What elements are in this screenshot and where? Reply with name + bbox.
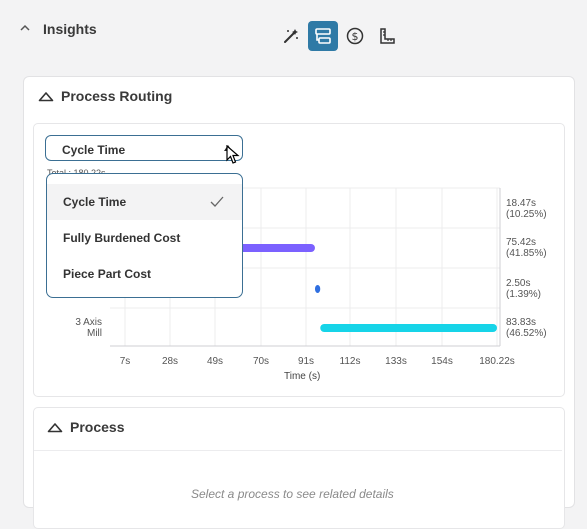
x-tick-label: 7s (120, 356, 131, 367)
option-label: Cycle Time (63, 195, 127, 209)
svg-text:$: $ (352, 30, 359, 43)
option-cycle-time[interactable]: Cycle Time (47, 184, 242, 220)
option-label: Piece Part Cost (63, 267, 152, 281)
x-tick-label: 154s (431, 356, 453, 367)
x-tick-label: 70s (253, 356, 269, 367)
option-piece-part-cost[interactable]: Piece Part Cost (47, 256, 242, 292)
x-tick-label: 180.22s (479, 356, 515, 367)
bar-value-label: 18.47s (506, 198, 536, 209)
x-tick-label: 49s (207, 356, 223, 367)
insights-title: Insights (43, 21, 97, 37)
collapse-chevron-icon[interactable] (20, 24, 30, 32)
bar-percent-label: (10.25%) (506, 209, 547, 220)
checkmark-icon (210, 196, 224, 207)
bar-percent-label: (1.39%) (506, 289, 541, 300)
process-routing-title: Process Routing (61, 88, 173, 104)
x-tick-label: 91s (298, 356, 314, 367)
option-fully-burdened-cost[interactable]: Fully Burdened Cost (47, 220, 242, 256)
metric-dropdown-menu: Cycle Time Fully Burdened Cost Piece Par… (46, 173, 243, 298)
x-tick-label: 133s (385, 356, 407, 367)
bar-percent-label: (46.52%) (506, 328, 547, 339)
bar-value-label: 83.83s (506, 317, 536, 328)
process-title: Process (70, 419, 125, 435)
metric-select[interactable] (45, 135, 243, 161)
mouse-cursor-icon (226, 145, 240, 164)
process-hint: Select a process to see related details (191, 487, 394, 501)
bar-value-label: 2.50s (506, 278, 530, 289)
bar-percent-label: (41.85%) (506, 248, 547, 259)
row-label: 3 Axis (75, 317, 102, 328)
bar (314, 285, 321, 293)
option-label: Fully Burdened Cost (63, 231, 181, 245)
collapse-chevron-icon[interactable] (38, 91, 54, 102)
x-axis-title: Time (s) (284, 371, 321, 382)
dollar-icon[interactable]: $ (340, 21, 370, 51)
x-tick-label: 112s (340, 356, 361, 367)
divider (34, 450, 562, 451)
collapse-chevron-icon[interactable] (47, 422, 63, 433)
row-label: Mill (87, 328, 102, 339)
bar-value-label: 75.42s (506, 237, 536, 248)
routing-icon[interactable] (308, 21, 338, 51)
ruler-icon[interactable] (372, 21, 402, 51)
magic-wand-icon[interactable] (276, 21, 306, 51)
x-tick-label: 28s (162, 356, 178, 367)
metric-select-value: Cycle Time (62, 143, 126, 157)
bar (320, 324, 497, 332)
